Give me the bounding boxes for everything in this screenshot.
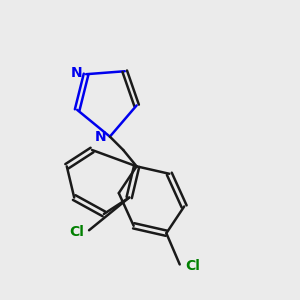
- Text: Cl: Cl: [70, 225, 85, 239]
- Text: N: N: [94, 130, 106, 144]
- Text: N: N: [71, 66, 82, 80]
- Text: Cl: Cl: [186, 259, 200, 273]
